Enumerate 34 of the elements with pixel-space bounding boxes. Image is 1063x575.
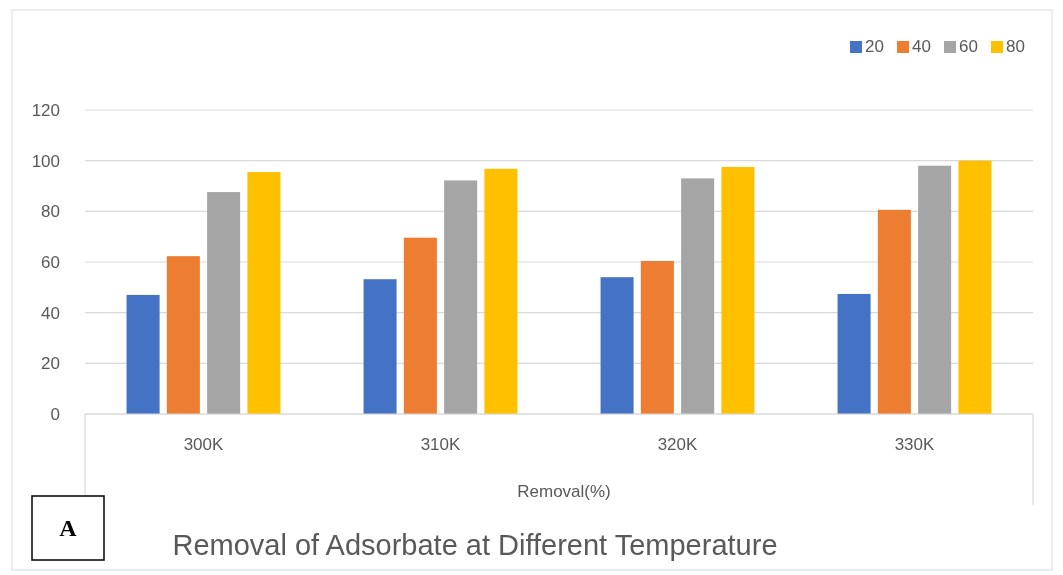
legend-label: 40 xyxy=(912,37,931,56)
x-tick-label: 300K xyxy=(183,435,225,454)
text: A xyxy=(59,515,78,541)
bar xyxy=(958,160,992,414)
legend-label: 80 xyxy=(1006,37,1025,56)
x-tick-label: 320K xyxy=(657,435,699,454)
y-tick-label: 100 xyxy=(31,151,60,171)
y-tick-label: 80 xyxy=(41,202,60,222)
bar xyxy=(877,209,911,414)
bar xyxy=(721,167,755,414)
x-axis-title: Removal(%) xyxy=(517,482,611,501)
y-tick-label: 40 xyxy=(41,303,60,323)
bar xyxy=(484,168,518,414)
bar xyxy=(640,260,674,414)
bar xyxy=(681,178,715,414)
bar xyxy=(363,279,397,414)
y-tick-label: 60 xyxy=(41,252,60,272)
bar xyxy=(837,293,871,414)
y-tick-label: 120 xyxy=(31,100,60,120)
y-tick-label: 0 xyxy=(50,404,60,424)
bar xyxy=(166,256,200,414)
bar xyxy=(403,237,437,414)
x-tick-label: 330K xyxy=(894,435,936,454)
y-tick-label: 20 xyxy=(41,354,60,374)
bar xyxy=(444,180,478,414)
bar xyxy=(918,165,952,414)
legend-label: 60 xyxy=(959,37,978,56)
bar xyxy=(126,294,160,414)
bar xyxy=(247,172,281,414)
legend-label: 20 xyxy=(865,37,884,56)
x-tick-label: 310K xyxy=(420,435,462,454)
bar xyxy=(600,277,634,414)
bar xyxy=(207,192,241,414)
text: Removal of Adsorbate at Different Temperature xyxy=(172,529,778,561)
